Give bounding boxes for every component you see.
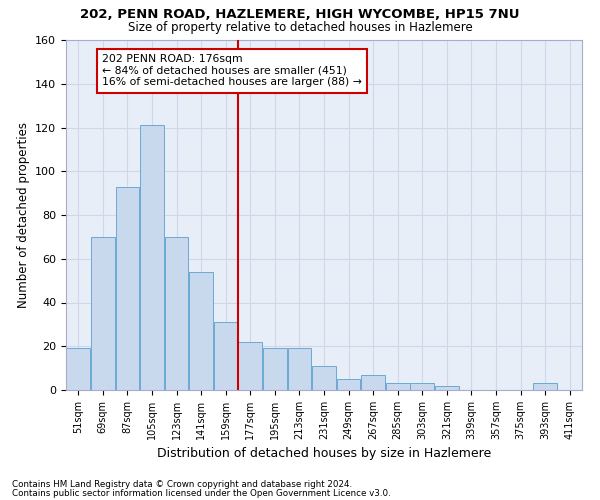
Text: Size of property relative to detached houses in Hazlemere: Size of property relative to detached ho… (128, 21, 472, 34)
Text: 202, PENN ROAD, HAZLEMERE, HIGH WYCOMBE, HP15 7NU: 202, PENN ROAD, HAZLEMERE, HIGH WYCOMBE,… (80, 8, 520, 20)
Bar (337, 379, 361, 390)
Bar (238, 342, 262, 390)
Text: 202 PENN ROAD: 176sqm
← 84% of detached houses are smaller (451)
16% of semi-det: 202 PENN ROAD: 176sqm ← 84% of detached … (102, 54, 362, 87)
Bar (361, 374, 385, 390)
Bar (140, 126, 164, 390)
Text: Contains HM Land Registry data © Crown copyright and database right 2024.: Contains HM Land Registry data © Crown c… (12, 480, 352, 489)
Text: Contains public sector information licensed under the Open Government Licence v3: Contains public sector information licen… (12, 489, 391, 498)
X-axis label: Distribution of detached houses by size in Hazlemere: Distribution of detached houses by size … (157, 448, 491, 460)
Bar (435, 386, 459, 390)
Bar (67, 348, 90, 390)
Bar (91, 237, 115, 390)
Bar (116, 186, 139, 390)
Bar (164, 237, 188, 390)
Bar (410, 384, 434, 390)
Bar (312, 366, 336, 390)
Y-axis label: Number of detached properties: Number of detached properties (17, 122, 29, 308)
Bar (214, 322, 238, 390)
Bar (386, 384, 410, 390)
Bar (533, 384, 557, 390)
Bar (287, 348, 311, 390)
Bar (189, 272, 213, 390)
Bar (263, 348, 287, 390)
